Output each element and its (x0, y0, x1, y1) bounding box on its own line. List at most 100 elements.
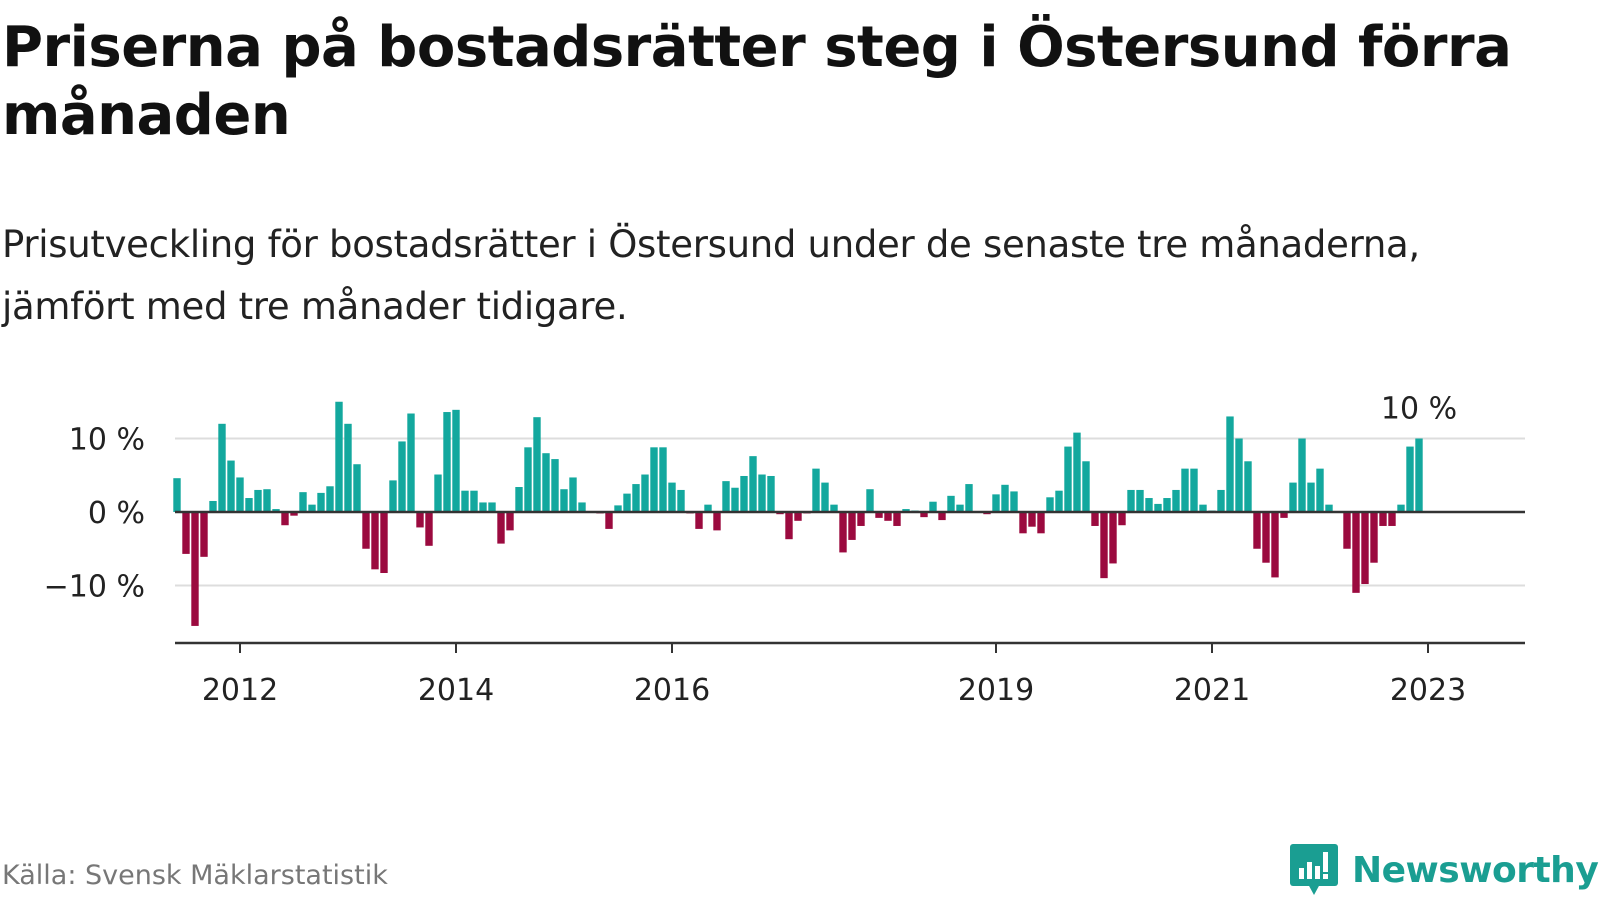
bar (695, 512, 703, 529)
bar (560, 489, 568, 512)
bar (281, 512, 289, 526)
bar (317, 492, 325, 512)
bar (1352, 512, 1360, 593)
bar (659, 447, 667, 512)
bar (623, 493, 631, 512)
chart-title: Priserna på bostadsrätter steg i Östersu… (2, 15, 1512, 148)
y-tick-label: 10 % (69, 423, 145, 458)
bar (1028, 512, 1036, 527)
bar (1154, 503, 1162, 512)
bar (1316, 468, 1324, 512)
bar (524, 447, 532, 512)
bar (1235, 438, 1243, 512)
bar (893, 512, 901, 526)
bar (1379, 512, 1387, 526)
bar (947, 495, 955, 512)
bar (1118, 512, 1126, 526)
bar (1073, 432, 1081, 512)
bar (650, 447, 658, 512)
bar (425, 512, 433, 546)
y-tick-label: −10 % (44, 570, 145, 605)
chart-subtitle: Prisutveckling för bostadsrätter i Öster… (2, 223, 1420, 328)
bar (758, 474, 766, 512)
bar (605, 512, 613, 529)
bar (218, 423, 226, 512)
bar (461, 490, 469, 512)
bar (731, 487, 739, 512)
bar (182, 512, 190, 554)
bar (551, 459, 559, 512)
bar (956, 504, 964, 512)
axes (175, 510, 1525, 653)
bar (1037, 512, 1045, 534)
bar-chart: −10 % 0 % 10 % 2012 2014 2016 2019 2021 2023 10 % (44, 392, 1525, 709)
bar (344, 423, 352, 512)
bar (938, 512, 946, 521)
bar (830, 504, 838, 512)
bar (920, 512, 928, 518)
bar (839, 512, 847, 553)
bar (1082, 461, 1090, 512)
bar (902, 509, 910, 512)
x-tick-label: 2021 (1174, 673, 1250, 708)
bar (1226, 416, 1234, 512)
bar (749, 456, 757, 512)
bar (353, 464, 361, 512)
brand-name: Newsworthy (1352, 849, 1599, 891)
bar (1397, 504, 1405, 512)
bar (272, 509, 280, 512)
bar (227, 460, 235, 512)
bar (821, 482, 829, 512)
bar (767, 475, 775, 512)
bar (1145, 498, 1153, 512)
newsworthy-logo-icon (1290, 844, 1338, 895)
bar (740, 475, 748, 512)
bar (173, 478, 181, 512)
bar (263, 489, 271, 512)
bar (515, 487, 523, 512)
bar (1181, 468, 1189, 512)
bar (1217, 489, 1225, 512)
labels: −10 % 0 % 10 % 2012 2014 2016 2019 2021 2023 10 % (44, 392, 1467, 709)
bar (497, 512, 505, 544)
bar (569, 477, 577, 512)
bar (1019, 512, 1027, 534)
bar (1199, 504, 1207, 512)
bar (380, 512, 388, 574)
bar (1325, 504, 1333, 512)
bar (191, 512, 199, 626)
bar (1163, 498, 1171, 512)
bar (704, 504, 712, 512)
bar (1370, 512, 1378, 563)
bar (866, 489, 874, 512)
bar (1289, 482, 1297, 512)
bar (632, 484, 640, 512)
bar (506, 512, 514, 531)
bars (173, 401, 1423, 626)
brand-logo[interactable]: Newsworthy (1290, 840, 1599, 900)
bar (488, 502, 496, 512)
bar (434, 474, 442, 512)
bar (857, 512, 865, 526)
bar (812, 468, 820, 512)
bar (407, 413, 415, 512)
bar (1253, 512, 1261, 549)
bar (1172, 489, 1180, 512)
bar (254, 489, 262, 512)
bar (1055, 490, 1063, 512)
bar (1010, 491, 1018, 512)
bar (362, 512, 370, 549)
bar (1109, 512, 1117, 564)
bar (875, 512, 883, 518)
bar (1343, 512, 1351, 549)
bar (326, 486, 334, 512)
x-tick-label: 2014 (418, 673, 494, 708)
bar (542, 453, 550, 512)
bar (1190, 468, 1198, 512)
bar (1136, 489, 1144, 512)
last-value-label: 10 % (1381, 392, 1457, 427)
bar (965, 484, 973, 512)
bar (1001, 484, 1009, 512)
bar (1361, 512, 1369, 585)
bar (290, 512, 298, 516)
